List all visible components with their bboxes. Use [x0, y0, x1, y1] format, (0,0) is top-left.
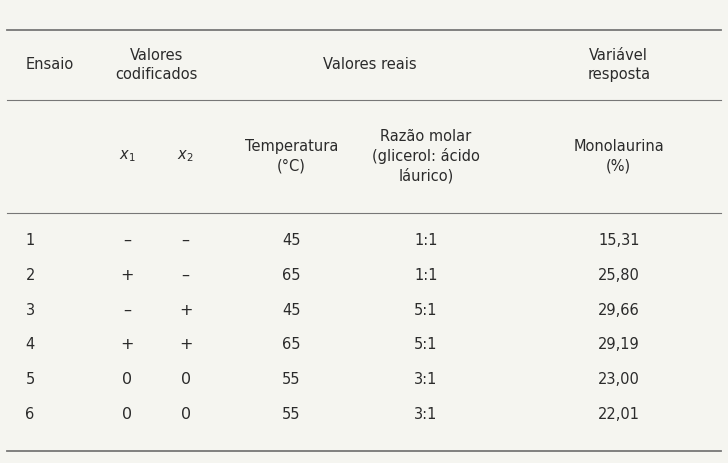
Text: 1:1: 1:1: [414, 233, 438, 248]
Text: +: +: [179, 303, 192, 318]
Text: Temperatura
(°C): Temperatura (°C): [245, 139, 338, 173]
Text: +: +: [179, 338, 192, 352]
Text: –: –: [182, 268, 189, 283]
Text: Valores reais: Valores reais: [323, 57, 416, 72]
Text: 1:1: 1:1: [414, 268, 438, 283]
Text: 23,00: 23,00: [598, 372, 640, 387]
Text: 0: 0: [181, 372, 191, 387]
Text: 5:1: 5:1: [414, 338, 438, 352]
Text: –: –: [124, 303, 131, 318]
Text: 55: 55: [282, 407, 301, 422]
Text: Valores
codificados: Valores codificados: [115, 48, 198, 81]
Text: 3: 3: [25, 303, 35, 318]
Text: 5: 5: [25, 372, 35, 387]
Text: 3:1: 3:1: [414, 372, 438, 387]
Text: Razão molar
(glicerol: ácido
láurico): Razão molar (glicerol: ácido láurico): [372, 129, 480, 183]
Text: 1: 1: [25, 233, 35, 248]
Text: –: –: [124, 233, 131, 248]
Text: 65: 65: [282, 268, 301, 283]
Text: 45: 45: [282, 303, 301, 318]
Text: Variável
resposta: Variável resposta: [587, 48, 650, 81]
Text: 15,31: 15,31: [598, 233, 640, 248]
Text: 55: 55: [282, 372, 301, 387]
Text: –: –: [182, 233, 189, 248]
Text: 5:1: 5:1: [414, 303, 438, 318]
Text: Ensaio: Ensaio: [25, 57, 74, 72]
Text: $x_1$: $x_1$: [119, 149, 135, 164]
Text: 2: 2: [25, 268, 35, 283]
Text: 65: 65: [282, 338, 301, 352]
Text: 6: 6: [25, 407, 35, 422]
Text: 29,19: 29,19: [598, 338, 640, 352]
Text: +: +: [121, 338, 134, 352]
Text: 4: 4: [25, 338, 35, 352]
Text: 0: 0: [122, 407, 132, 422]
Text: 29,66: 29,66: [598, 303, 640, 318]
Text: $x_2$: $x_2$: [178, 149, 194, 164]
Text: Monolaurina
(%): Monolaurina (%): [574, 139, 664, 173]
Text: 0: 0: [181, 407, 191, 422]
Text: 45: 45: [282, 233, 301, 248]
Text: 0: 0: [122, 372, 132, 387]
Text: 22,01: 22,01: [598, 407, 640, 422]
Text: +: +: [121, 268, 134, 283]
Text: 25,80: 25,80: [598, 268, 640, 283]
Text: 3:1: 3:1: [414, 407, 438, 422]
